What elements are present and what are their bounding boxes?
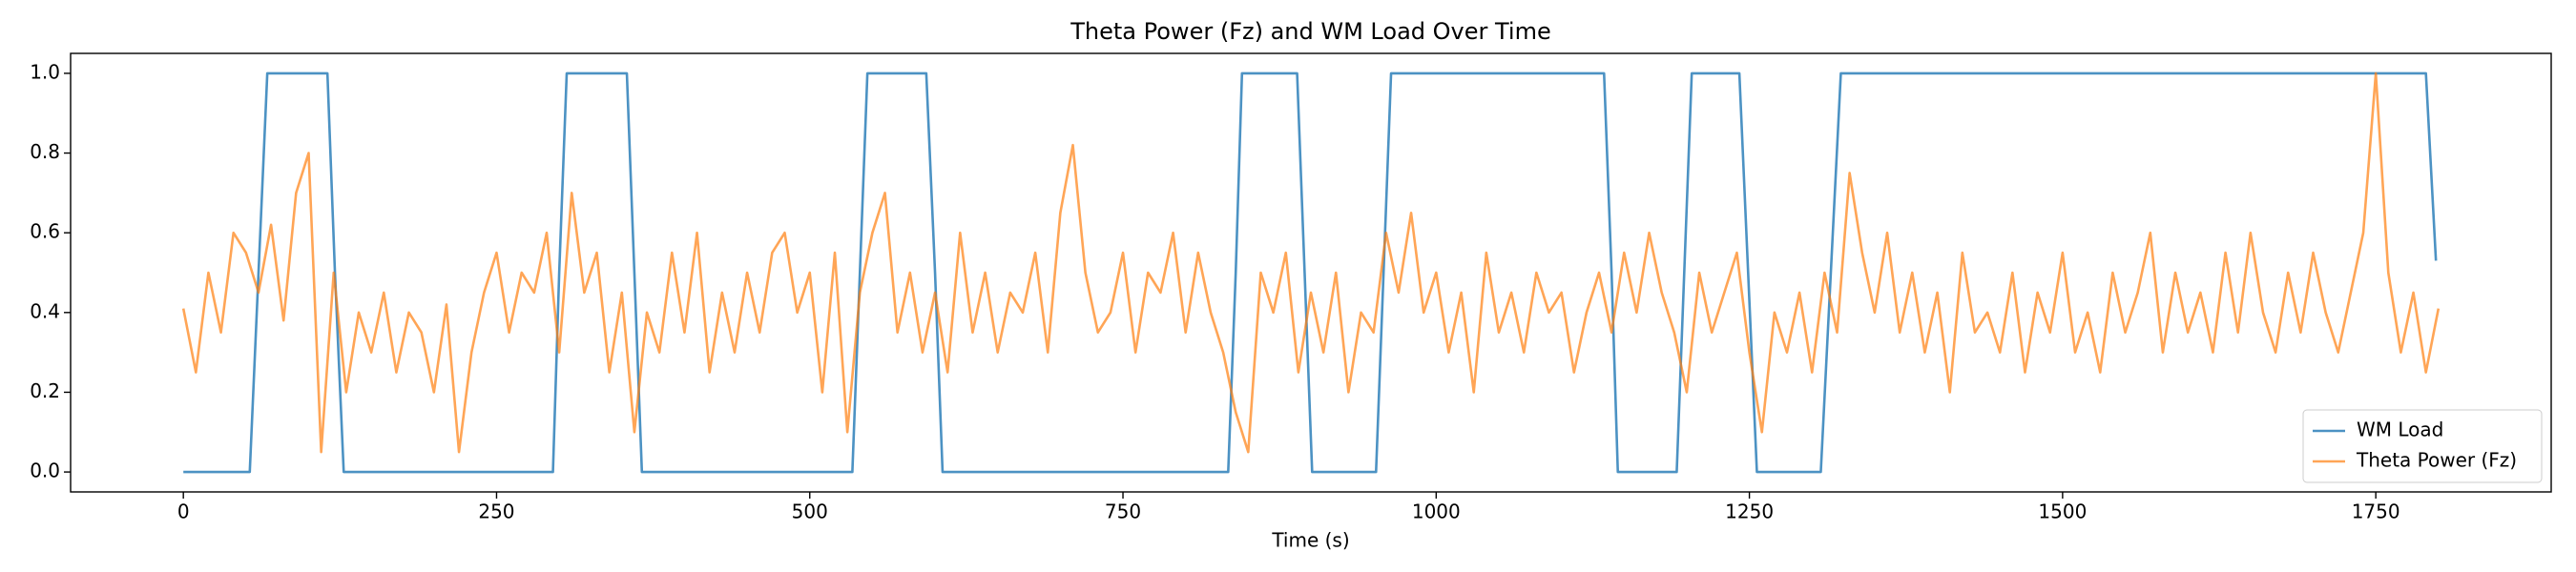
y-tick-label: 0.2: [30, 379, 60, 402]
legend-label: Theta Power (Fz): [2356, 449, 2517, 472]
x-tick-label: 250: [478, 500, 514, 523]
chart-title: Theta Power (Fz) and WM Load Over Time: [1070, 18, 1550, 45]
x-axis-label: Time (s): [1271, 529, 1349, 552]
x-tick-label: 1500: [2038, 500, 2087, 523]
plot-frame: [70, 52, 2552, 493]
x-tick-label: 750: [1105, 500, 1141, 523]
legend-label: WM Load: [2357, 419, 2443, 441]
y-tick-label: 1.0: [30, 60, 60, 83]
series-line: [181, 72, 2441, 454]
y-tick-label: 0.6: [30, 220, 60, 243]
x-tick-label: 1000: [1412, 500, 1461, 523]
y-tick-label: 0.4: [30, 299, 60, 322]
series-line: [183, 72, 2438, 474]
y-tick-label: 0.0: [30, 460, 60, 482]
x-tick-label: 1250: [1725, 500, 1774, 523]
x-tick-label: 0: [177, 500, 190, 523]
legend-box: [2302, 409, 2543, 483]
x-tick-label: 500: [792, 500, 828, 523]
x-tick-label: 1750: [2352, 500, 2400, 523]
y-tick-label: 0.8: [30, 140, 60, 163]
